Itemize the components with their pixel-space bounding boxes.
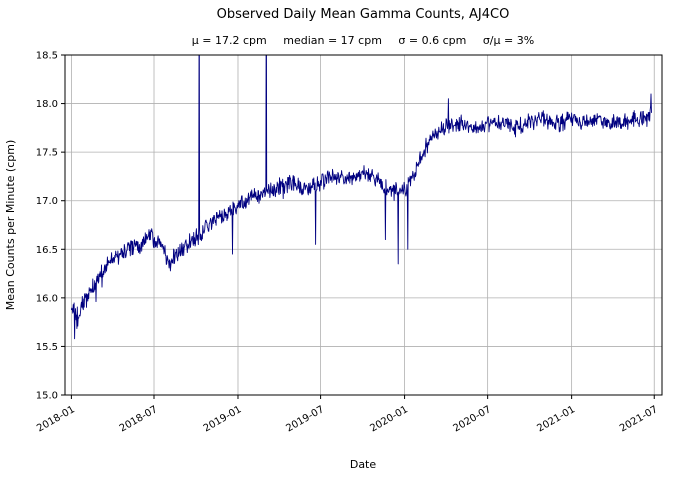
y-tick-label: 18.0 xyxy=(36,99,58,110)
y-tick-label: 16.0 xyxy=(36,293,58,304)
x-tick-label: 2021-01 xyxy=(535,404,577,434)
chart-stats-line: μ = 17.2 cpm median = 17 cpm σ = 0.6 cpm… xyxy=(192,34,534,47)
y-tick-label: 17.5 xyxy=(36,148,58,159)
x-tick-label: 2021-07 xyxy=(618,404,660,434)
y-tick-label: 16.5 xyxy=(36,245,58,256)
x-tick-label: 2020-01 xyxy=(368,404,410,434)
y-axis-label: Mean Counts per Minute (cpm) xyxy=(4,140,17,311)
grid-lines xyxy=(65,54,662,396)
x-tick-label: 2019-01 xyxy=(202,404,244,434)
x-axis-label: Date xyxy=(350,458,377,471)
y-tick-label: 15.0 xyxy=(36,391,58,402)
axis-tick-marks xyxy=(61,54,655,399)
plot-border xyxy=(64,54,663,396)
y-tick-label: 18.5 xyxy=(36,51,58,62)
x-tick-label: 2018-07 xyxy=(118,404,160,434)
x-tick-label: 2020-07 xyxy=(451,404,493,434)
data-line-series xyxy=(70,55,652,340)
y-tick-label: 15.5 xyxy=(36,342,58,353)
x-tick-label: 2018-01 xyxy=(35,404,77,434)
x-tick-label: 2019-07 xyxy=(284,404,326,434)
y-tick-label: 17.0 xyxy=(36,196,58,207)
chart-title: Observed Daily Mean Gamma Counts, AJ4CO xyxy=(217,7,510,22)
